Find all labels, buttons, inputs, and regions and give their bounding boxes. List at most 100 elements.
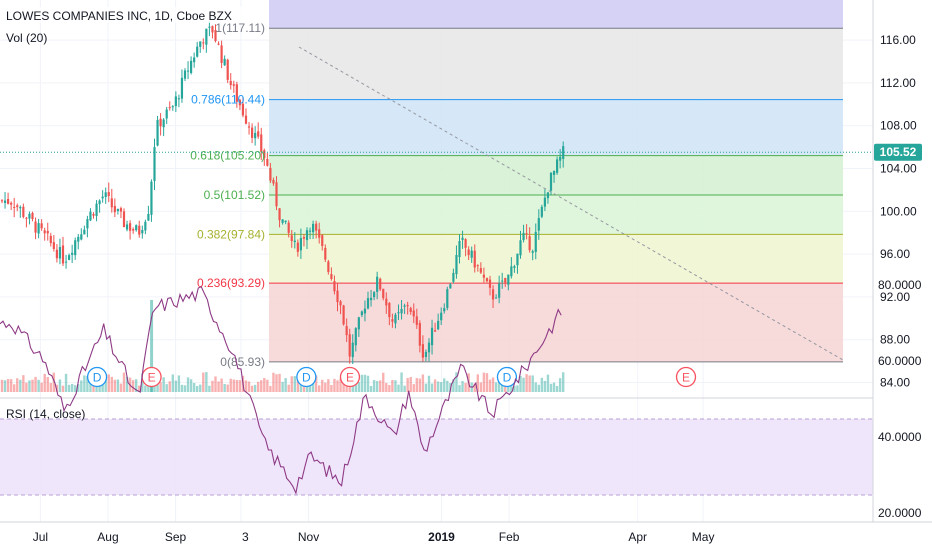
volume-bar (455, 372, 458, 392)
candle (467, 246, 470, 261)
volume-bar (43, 373, 46, 392)
candle (562, 141, 565, 168)
candle (80, 228, 83, 241)
volume-bar (366, 375, 370, 392)
volume-bar (278, 373, 281, 392)
fib-label: 0.236(93.29) (197, 276, 265, 290)
candle (513, 264, 516, 273)
candle (220, 40, 223, 69)
price-tick: 100.00 (880, 204, 917, 218)
header-backdrop (4, 7, 254, 23)
candle (34, 217, 37, 240)
volume-bar (552, 382, 556, 392)
volume-bar (223, 383, 226, 392)
candle (129, 220, 132, 240)
candle (156, 115, 159, 147)
volume-bar (13, 384, 16, 392)
candle (379, 277, 382, 292)
candle (501, 272, 504, 289)
candle (244, 108, 248, 125)
volume-bar (135, 379, 138, 392)
volume-bar (330, 385, 333, 392)
volume-bar (406, 378, 409, 392)
trend-line[interactable] (298, 46, 844, 361)
volume-bar (205, 372, 208, 392)
candle (68, 253, 71, 261)
volume-bar (119, 383, 123, 392)
candle (49, 232, 52, 247)
volume-bar (247, 381, 251, 392)
volume-bar (116, 379, 120, 392)
volume-bar (293, 376, 296, 392)
candle (196, 41, 199, 58)
volume-bar (199, 384, 202, 392)
candle (430, 319, 434, 355)
volume-bar (433, 379, 437, 392)
volume-bar (415, 378, 418, 392)
volume-bar (162, 377, 165, 392)
volume-bar (70, 383, 74, 392)
candle (424, 349, 428, 362)
candle (491, 285, 495, 308)
candle (482, 267, 485, 283)
candle (58, 238, 62, 265)
candle (537, 209, 540, 240)
volume-bar (177, 375, 181, 392)
volume-bar (275, 374, 278, 392)
candle (360, 310, 363, 318)
price-axis[interactable]: 116.00 112.00 108.00 104.00 100.00 96.00 92.00… (880, 33, 917, 389)
rsi-axis[interactable]: 80.0000 60.0000 40.0000 20.0000 (878, 278, 922, 520)
volume-bar (287, 384, 290, 392)
volume-bar (357, 382, 361, 392)
volume-bar (430, 383, 434, 392)
candle (318, 222, 321, 244)
candle (31, 211, 34, 222)
volume-bar (385, 382, 388, 392)
time-tick: Feb (499, 530, 520, 544)
candle (339, 299, 342, 315)
volume-bar (22, 375, 25, 392)
candle (559, 149, 562, 169)
candle (238, 98, 241, 111)
volume-bar (400, 372, 403, 392)
volume-bar (299, 382, 303, 392)
volume-bar (58, 379, 62, 392)
volume-bar (321, 379, 324, 392)
time-tick: Sep (165, 530, 187, 544)
earnings-marker: E (339, 366, 361, 388)
last-price-badge (874, 143, 922, 161)
candle (217, 41, 220, 46)
candle (183, 68, 187, 82)
svg-text:D: D (302, 371, 311, 385)
fib-level-labels: 1(117.11) 0.786(110.44) 0.618(105.20) 0.5(1… (190, 21, 265, 369)
volume-bar (257, 381, 260, 392)
volume-bar (397, 384, 400, 392)
candle (71, 244, 74, 263)
candle (427, 338, 431, 362)
candle (455, 245, 458, 279)
volume-bar (382, 372, 385, 392)
candle (193, 52, 196, 68)
volume-bar (479, 382, 483, 392)
fib-label: 0.786(110.44) (191, 93, 265, 107)
time-axis[interactable]: Jul Aug Sep 3 Nov 2019 Feb Apr May (33, 530, 715, 544)
volume-bar (214, 376, 217, 392)
volume-bar (452, 379, 455, 392)
fib-label: 0.382(97.84) (197, 227, 265, 241)
volume-bar (372, 379, 376, 392)
candle (556, 156, 559, 175)
time-tick: Jul (33, 530, 48, 544)
volume-bar (253, 384, 257, 392)
dividend-marker: D (86, 366, 108, 388)
candle (64, 254, 68, 269)
candle (174, 91, 177, 112)
volume-bar (208, 385, 211, 392)
volume-bar (266, 379, 269, 392)
volume-bar (333, 378, 336, 392)
volume-bar (77, 384, 80, 392)
volume-bar (16, 378, 19, 392)
candle (336, 282, 339, 312)
candle (275, 176, 278, 211)
